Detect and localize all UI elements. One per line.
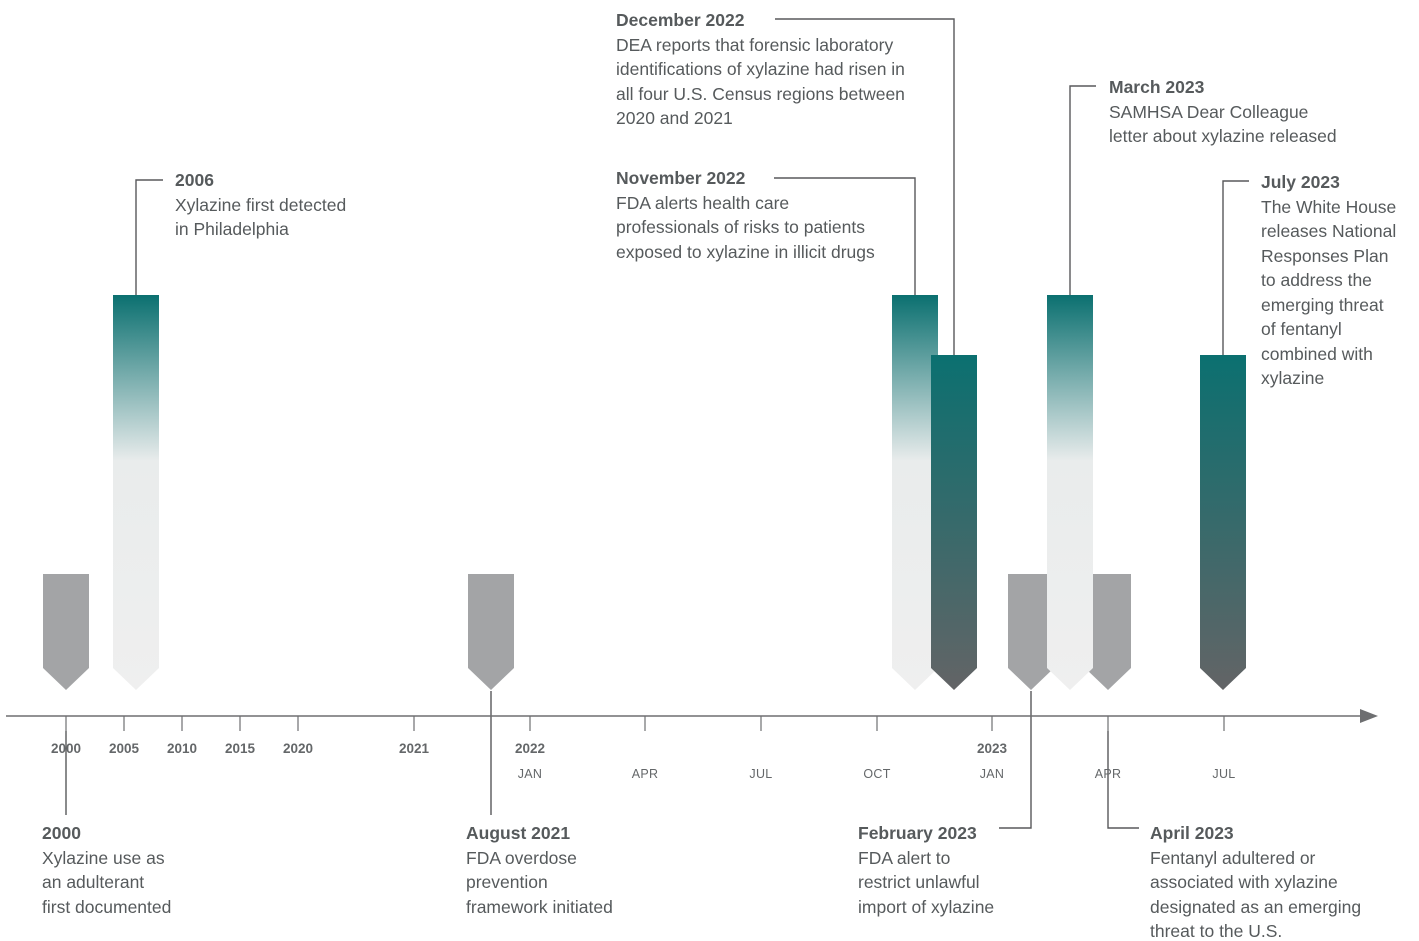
event-line: an adulterant bbox=[42, 872, 145, 892]
event-2006: 2006 Xylazine first detected in Philadel… bbox=[175, 168, 346, 242]
event-marker-jul2023 bbox=[1200, 355, 1246, 690]
event-title: August 2021 bbox=[466, 823, 571, 843]
event-line: in Philadelphia bbox=[175, 219, 289, 239]
year-tick-label: 2023 bbox=[977, 741, 1008, 756]
event-line: Xylazine use as bbox=[42, 847, 165, 868]
event-august-2021: August 2021 FDA overdose prevention fram… bbox=[466, 821, 613, 919]
month-tick-label: APR bbox=[1095, 767, 1122, 781]
year-tick-label: 2022 bbox=[515, 741, 545, 756]
event-line: FDA alerts health care bbox=[616, 192, 790, 213]
event-line: prevention bbox=[466, 872, 548, 892]
event-line: DEA reports that forensic laboratory bbox=[616, 34, 894, 55]
event-line: The White House bbox=[1261, 196, 1397, 217]
event-line: FDA overdose bbox=[466, 847, 577, 868]
connector-dec2022 bbox=[775, 18, 955, 355]
event-line: Fentanyl adultered or bbox=[1150, 847, 1316, 868]
event-march-2023: March 2023 SAMHSA Dear Colleague letter … bbox=[1109, 75, 1337, 149]
event-line: xylazine bbox=[1261, 368, 1325, 388]
event-title: March 2023 bbox=[1109, 77, 1205, 97]
event-line: SAMHSA Dear Colleague bbox=[1109, 101, 1309, 122]
event-line: restrict unlawful bbox=[858, 872, 980, 892]
event-line: releases National bbox=[1261, 221, 1397, 241]
connector-jul2023 bbox=[1222, 180, 1249, 355]
year-tick-label: 2015 bbox=[225, 741, 256, 756]
event-line: professionals of risks to patients bbox=[616, 217, 866, 237]
event-title: November 2022 bbox=[616, 168, 746, 188]
event-november-2022: November 2022 FDA alerts health care pro… bbox=[616, 166, 875, 264]
month-tick-label: APR bbox=[632, 767, 659, 781]
event-line: import of xylazine bbox=[858, 896, 995, 917]
axis-arrowhead-icon bbox=[1360, 709, 1378, 723]
event-line: designated as an emerging bbox=[1150, 896, 1362, 917]
event-marker-dec2022 bbox=[931, 355, 977, 690]
event-marker-e2000 bbox=[43, 574, 89, 690]
event-line: emerging threat bbox=[1261, 294, 1384, 315]
event-line: 2020 and 2021 bbox=[616, 108, 733, 128]
event-line: to address the bbox=[1261, 270, 1372, 290]
event-marker-feb2023 bbox=[1008, 574, 1054, 690]
month-tick-label: OCT bbox=[863, 767, 890, 781]
event-line: identifications of xylazine had risen in bbox=[616, 59, 905, 79]
event-february-2023: February 2023 FDA alert to restrict unla… bbox=[858, 821, 994, 919]
event-line: framework initiated bbox=[466, 896, 613, 917]
event-marker-nov2022 bbox=[892, 295, 938, 690]
month-tick-label: JUL bbox=[749, 767, 772, 781]
event-marker-e2006 bbox=[113, 295, 159, 690]
event-line: Responses Plan bbox=[1261, 245, 1389, 266]
event-july-2023: July 2023 The White House releases Natio… bbox=[1261, 170, 1396, 391]
event-markers bbox=[43, 295, 1246, 690]
event-marker-apr2023 bbox=[1085, 574, 1131, 690]
event-title: April 2023 bbox=[1150, 823, 1234, 843]
connector-e2006 bbox=[135, 179, 163, 295]
event-line: Xylazine first detected bbox=[175, 194, 347, 215]
connector-lines bbox=[65, 18, 1249, 829]
year-tick-label: 2020 bbox=[283, 741, 313, 756]
year-tick-label: 2010 bbox=[167, 741, 197, 756]
event-line: of fentanyl bbox=[1261, 319, 1342, 339]
event-line: FDA alert to bbox=[858, 847, 951, 868]
month-tick-label: JAN bbox=[518, 767, 543, 781]
event-title: 2006 bbox=[175, 170, 214, 190]
event-line: combined with bbox=[1261, 343, 1373, 364]
event-title: December 2022 bbox=[616, 10, 745, 30]
timeline-axis: 2000 2005 2010 2015 2020 2021 2022 2023 JAN APR JU… bbox=[6, 709, 1378, 781]
event-title: February 2023 bbox=[858, 823, 977, 843]
event-line: letter about xylazine released bbox=[1109, 126, 1337, 146]
year-tick-label: 2000 bbox=[51, 741, 81, 756]
event-line: associated with xylazine bbox=[1150, 872, 1338, 892]
event-title: 2000 bbox=[42, 823, 81, 843]
event-april-2023: April 2023 Fentanyl adultered or associa… bbox=[1150, 821, 1361, 941]
event-marker-aug2021 bbox=[468, 574, 514, 690]
year-tick-label: 2021 bbox=[399, 741, 430, 756]
year-tick-label: 2005 bbox=[109, 741, 140, 756]
connector-mar2023 bbox=[1069, 85, 1096, 295]
event-line: threat to the U.S. bbox=[1150, 921, 1283, 941]
event-december-2022: December 2022 DEA reports that forensic … bbox=[616, 8, 905, 131]
event-line: first documented bbox=[42, 896, 172, 917]
event-line: exposed to xylazine in illicit drugs bbox=[616, 241, 875, 262]
connector-feb2023 bbox=[999, 691, 1032, 829]
event-2000: 2000 Xylazine use as an adulterant first… bbox=[42, 821, 171, 919]
event-marker-mar2023 bbox=[1047, 295, 1093, 690]
month-tick-label: JAN bbox=[980, 767, 1005, 781]
connector-nov2022 bbox=[774, 177, 916, 295]
month-tick-label: JUL bbox=[1212, 767, 1235, 781]
connector-apr2023 bbox=[1107, 731, 1139, 829]
event-title: July 2023 bbox=[1261, 172, 1340, 192]
event-line: all four U.S. Census regions between bbox=[616, 83, 905, 104]
